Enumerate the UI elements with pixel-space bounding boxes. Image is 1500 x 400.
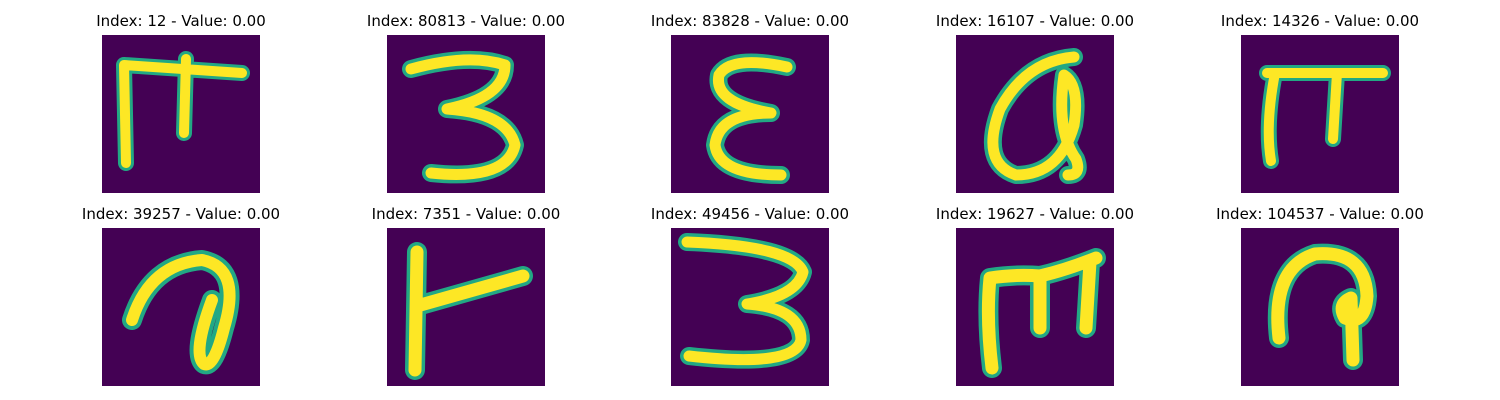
panel-title: Index: 39257 - Value: 0.00	[81, 205, 281, 223]
panel-title: Index: 80813 - Value: 0.00	[366, 12, 566, 30]
handwritten-glyph-image	[1241, 35, 1399, 193]
handwritten-glyph-image	[671, 228, 829, 386]
handwritten-glyph-image	[956, 35, 1114, 193]
handwritten-glyph-image	[956, 228, 1114, 386]
panel-title: Index: 12 - Value: 0.00	[96, 12, 266, 30]
handwritten-glyph-image	[102, 228, 260, 386]
handwritten-glyph-image	[387, 35, 545, 193]
handwritten-glyph-image	[387, 228, 545, 386]
panel-title: Index: 49456 - Value: 0.00	[650, 205, 850, 223]
panel-title: Index: 7351 - Value: 0.00	[371, 205, 561, 223]
handwritten-glyph-image	[671, 35, 829, 193]
panel-title: Index: 14326 - Value: 0.00	[1220, 12, 1420, 30]
handwritten-glyph-image	[1241, 228, 1399, 386]
handwritten-glyph-image	[102, 35, 260, 193]
panel-title: Index: 83828 - Value: 0.00	[650, 12, 850, 30]
panel-title: Index: 104537 - Value: 0.00	[1216, 205, 1424, 223]
panel-title: Index: 19627 - Value: 0.00	[935, 205, 1135, 223]
panel-title: Index: 16107 - Value: 0.00	[935, 12, 1135, 30]
